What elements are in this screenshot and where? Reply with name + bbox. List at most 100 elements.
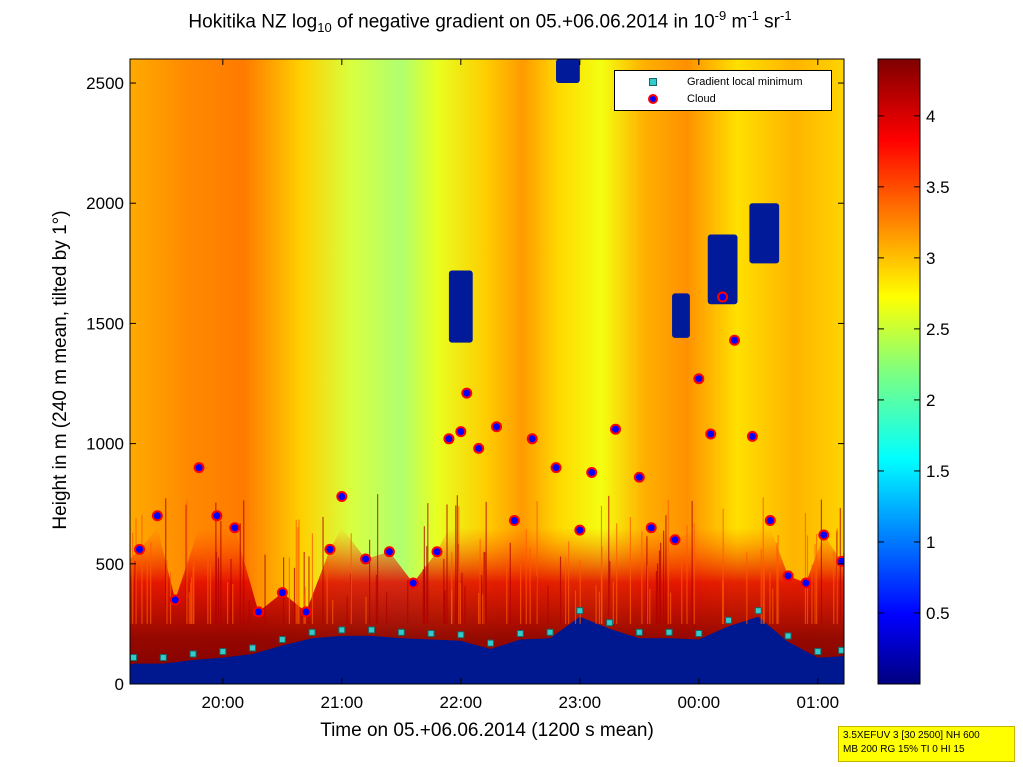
x-tick-label: 00:00 xyxy=(678,693,721,712)
cloud-point xyxy=(729,334,741,346)
gradient-minimum-point xyxy=(368,626,376,634)
gradient-minimum-point xyxy=(308,628,316,636)
colorbar-tick-label: 4 xyxy=(926,107,935,126)
cloud-point xyxy=(151,510,163,522)
y-axis-label: Height in m (240 m mean, tilted by 1°) xyxy=(50,210,71,529)
gradient-minimum-point xyxy=(159,654,167,662)
cloud-point xyxy=(300,606,312,618)
cloud-point xyxy=(746,430,758,442)
gradient-minimum-point xyxy=(130,654,138,662)
plot-area xyxy=(130,59,844,684)
legend-label: Gradient local minimum xyxy=(687,76,803,88)
cloud-point xyxy=(211,510,223,522)
colorbar-tick-label: 1.5 xyxy=(926,462,950,481)
settings-line: 3.5XEFUV 3 [30 2500] NH 600 xyxy=(843,730,980,741)
x-tick-label: 01:00 xyxy=(797,693,840,712)
cloud-blob xyxy=(556,59,580,84)
cloud-point xyxy=(693,373,705,385)
colorbar-tick-label: 3 xyxy=(926,249,935,268)
gradient-minimum-point xyxy=(695,630,703,638)
gradient-minimum-point xyxy=(397,628,405,636)
cloud-point xyxy=(193,462,205,474)
cloud-point xyxy=(836,555,844,567)
legend: Gradient local minimum Cloud xyxy=(614,70,832,111)
cloud-point xyxy=(550,462,562,474)
cloud-point xyxy=(360,553,372,565)
cloud-blob xyxy=(672,293,690,338)
gradient-minimum-point xyxy=(219,648,227,656)
legend-square-marker-icon xyxy=(615,74,687,90)
x-tick-label: 22:00 xyxy=(440,693,483,712)
y-axis: 0 500 1000 1500 2000 2500 xyxy=(86,74,844,694)
gradient-minimum-point xyxy=(249,644,257,652)
cloud-point xyxy=(610,423,622,435)
cloud-point xyxy=(336,491,348,502)
cloud-point xyxy=(782,570,794,582)
cloud-point xyxy=(491,421,503,433)
series-cloud xyxy=(134,291,844,618)
gradient-minimum-point xyxy=(278,636,286,644)
cloud-point xyxy=(407,577,419,589)
cloud-point xyxy=(276,587,288,599)
gradient-minimum-point xyxy=(814,648,822,656)
cloud-point xyxy=(461,387,473,399)
gradient-minimum-point xyxy=(516,630,524,638)
gradient-minimum-point xyxy=(606,619,614,627)
gradient-minimum-point xyxy=(725,616,733,624)
gradient-minimum-point xyxy=(546,628,554,636)
cloud-point xyxy=(669,534,681,546)
cloud-point xyxy=(443,433,455,445)
below-boundary-region xyxy=(130,616,844,684)
gradient-minimum-point xyxy=(576,607,584,615)
legend-circle-marker-icon xyxy=(615,91,687,107)
cloud-point xyxy=(253,606,265,618)
x-tick-label: 23:00 xyxy=(559,693,602,712)
colorbar-tick-label: 3.5 xyxy=(926,178,950,197)
cloud-blob xyxy=(749,203,780,264)
x-axis-label: Time on 05.+06.06.2014 (1200 s mean) xyxy=(320,720,654,741)
cloud-point xyxy=(526,433,538,445)
colorbar-ticks: 0.5 1 1.5 2 2.5 3 3.5 4 xyxy=(878,107,950,623)
gradient-minimum-point xyxy=(189,650,197,658)
y-tick-label: 1000 xyxy=(86,435,124,454)
colorbar-tick-label: 0.5 xyxy=(926,604,950,623)
cloud-point xyxy=(764,515,776,527)
gradient-minimum-point xyxy=(838,646,844,654)
colorbar-tick-label: 2.5 xyxy=(926,320,950,339)
gradient-minimum-point xyxy=(635,628,643,636)
cloud-point xyxy=(800,577,812,589)
colorbar xyxy=(877,58,921,685)
x-tick-label: 21:00 xyxy=(321,693,364,712)
cloud-point xyxy=(818,529,830,541)
plot-frame xyxy=(129,58,845,685)
series-gradient-local-minimum xyxy=(130,607,844,662)
cloud-point xyxy=(473,442,485,454)
gradient-minimum-point xyxy=(784,632,792,640)
settings-line: MB 200 RG 15% TI 0 HI 15 xyxy=(843,744,965,755)
cloud-point xyxy=(508,515,520,527)
y-tick-label: 2500 xyxy=(86,74,124,93)
x-tick-label: 20:00 xyxy=(202,693,245,712)
cloud-point xyxy=(633,471,645,483)
y-tick-label: 500 xyxy=(96,555,124,574)
legend-item-cloud: Cloud xyxy=(615,91,716,107)
gradient-minimum-point xyxy=(754,607,762,615)
chart-title: Hokitika NZ log10 of negative gradient o… xyxy=(188,8,792,36)
cloud-point xyxy=(586,466,598,478)
cloud-point xyxy=(324,543,336,555)
gradient-minimum-point xyxy=(338,626,346,634)
y-tick-label: 1500 xyxy=(86,314,124,333)
legend-item-gradient-minimum: Gradient local minimum xyxy=(615,74,803,90)
gradient-minimum-point xyxy=(665,628,673,636)
x-axis: 20:00 21:00 22:00 23:00 00:00 01:00 xyxy=(202,59,840,712)
gradient-minimum-point xyxy=(427,630,435,638)
colorbar-tick-label: 2 xyxy=(926,391,935,410)
legend-label: Cloud xyxy=(687,93,716,105)
cloud-point xyxy=(134,543,146,555)
cloud-point xyxy=(383,546,395,558)
cloud-point xyxy=(705,428,717,440)
cloud-point xyxy=(455,426,467,438)
colorbar-tick-label: 1 xyxy=(926,533,935,552)
settings-annotation: 3.5XEFUV 3 [30 2500] NH 600 MB 200 RG 15… xyxy=(838,726,1015,762)
